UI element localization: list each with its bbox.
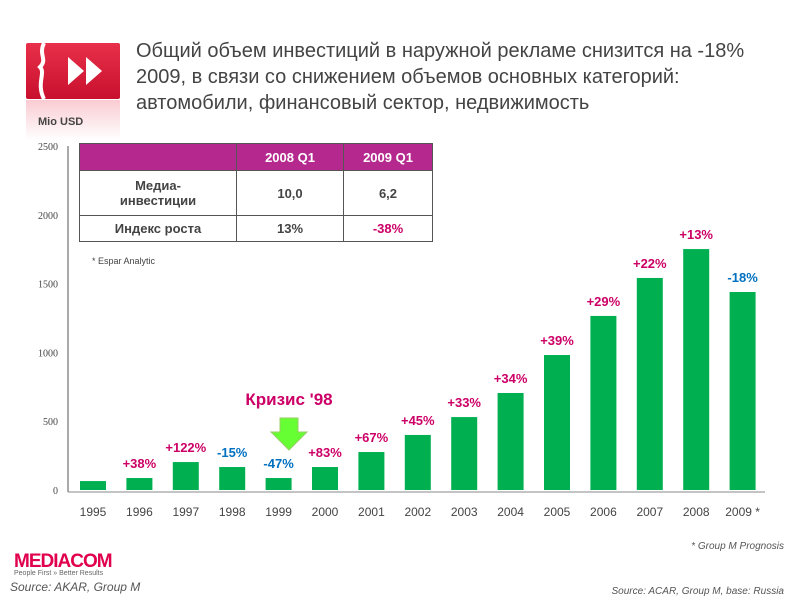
bar-2004 [497, 392, 524, 490]
down-arrow-icon [269, 417, 309, 451]
brand-tagline: People First » Better Results [14, 570, 104, 577]
x-tick-label: 1999 [265, 505, 292, 519]
data-label: +122% [165, 440, 206, 455]
y-tick-label: 2500 [38, 142, 58, 153]
table-cell: 10,0 [236, 170, 344, 216]
x-tick-label: 2009 * [725, 505, 760, 519]
table-cell: Индекс роста [79, 215, 237, 242]
crisis-annotation: Кризис '98 [245, 390, 332, 409]
y-axis-unit: Mio USD [38, 116, 84, 128]
brand-logo: MEDIACOM [14, 551, 113, 572]
table-note: * Espar Analytic [92, 256, 156, 266]
table-cell: -38% [343, 215, 433, 242]
table-cell: Медиа-инвестиции [79, 170, 237, 216]
bar-2003 [451, 417, 478, 490]
bar-2006 [590, 315, 617, 490]
bar-2009 [729, 291, 756, 490]
data-label: +83% [308, 445, 342, 460]
table-header: 2009 Q1 [343, 143, 433, 171]
bar-2001 [358, 452, 385, 490]
data-label: -47% [263, 456, 294, 471]
data-label: +13% [679, 227, 713, 242]
bar-2000 [312, 467, 338, 490]
table-header: 2008 Q1 [236, 143, 344, 171]
bar-2008 [683, 249, 710, 490]
source-right: Source: ACAR, Group M, base: Russia [611, 586, 784, 597]
source-left: Source: AKAR, Group M [10, 580, 141, 594]
data-label: +45% [401, 413, 435, 428]
bar-2005 [544, 355, 570, 490]
bar-1999 [265, 478, 292, 490]
logo-icon [26, 43, 120, 99]
x-tick-label: 1997 [172, 505, 199, 519]
data-label: -18% [727, 270, 758, 285]
bar-1997 [172, 462, 199, 490]
prognosis-note: * Group M Prognosis [691, 541, 784, 552]
bar-1995 [80, 481, 106, 490]
data-label: +22% [633, 256, 667, 271]
data-label: +34% [494, 371, 528, 386]
x-tick-label: 2008 [683, 505, 710, 519]
x-tick-label: 2003 [451, 505, 478, 519]
bar-2002 [404, 434, 431, 490]
bar-1996 [126, 478, 153, 490]
data-label: -15% [217, 445, 248, 460]
x-tick-label: 2007 [636, 505, 663, 519]
table-cell: 13% [236, 215, 344, 242]
x-tick-label: 2002 [404, 505, 431, 519]
data-label: +67% [355, 430, 389, 445]
summary-table: 2008 Q1 2009 Q1 Медиа-инвестиции 10,0 6,2 И… [79, 143, 433, 242]
y-tick-label: 500 [43, 417, 58, 428]
y-tick-label: 0 [53, 486, 58, 497]
x-tick-label: 1998 [219, 505, 246, 519]
x-tick-label: 2005 [544, 505, 571, 519]
x-tick-label: 2006 [590, 505, 617, 519]
table-cell: 6,2 [343, 170, 433, 216]
y-tick-label: 1500 [38, 280, 58, 291]
x-tick-label: 1996 [126, 505, 153, 519]
page-title: Общий объем инвестиций в наружной реклам… [136, 40, 745, 114]
table-header [79, 143, 237, 171]
x-tick-label: 2000 [312, 505, 339, 519]
y-tick-label: 2000 [38, 211, 58, 222]
x-tick-label: 2004 [497, 505, 524, 519]
bar-2007 [636, 277, 663, 490]
data-label: +39% [540, 333, 574, 348]
x-tick-label: 1995 [80, 505, 107, 519]
logo-reflection [26, 100, 120, 140]
data-label: +38% [123, 456, 157, 471]
x-tick-label: 2001 [358, 505, 385, 519]
data-label: +29% [587, 294, 621, 309]
bar-1998 [219, 467, 246, 490]
y-tick-label: 1000 [38, 348, 58, 359]
data-label: +33% [447, 395, 481, 410]
